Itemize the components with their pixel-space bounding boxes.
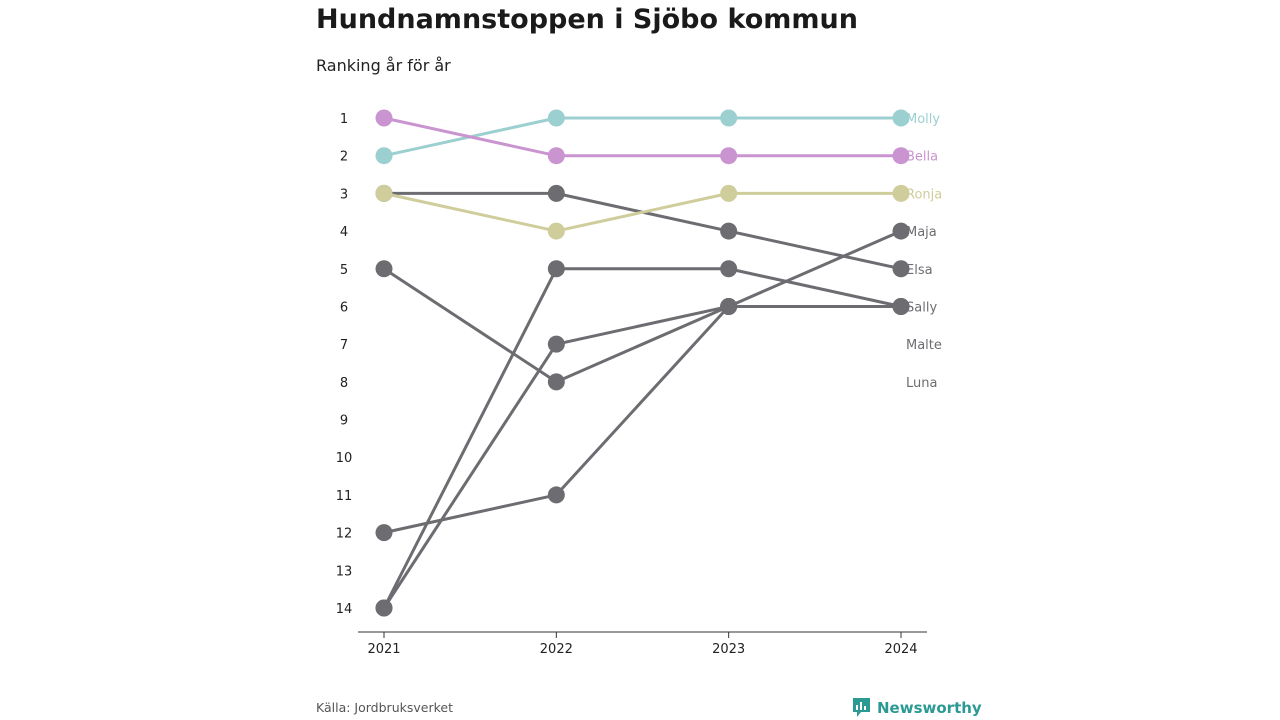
x-tick-label: 2023 <box>712 642 745 657</box>
data-point-molly <box>375 147 393 165</box>
data-point-maja <box>375 524 393 542</box>
end-label-malte: Malte <box>906 338 942 353</box>
chart-title: Hundnamnstoppen i Sjöbo kommun <box>316 4 858 35</box>
data-point-sally <box>720 260 738 278</box>
data-point-bella <box>892 147 910 165</box>
y-tick-label: 11 <box>336 489 353 504</box>
data-point-elsa <box>720 222 738 240</box>
y-tick-label: 7 <box>340 338 348 353</box>
data-point-bella <box>547 147 565 165</box>
y-tick-label: 1 <box>340 112 348 127</box>
newsworthy-logo-icon <box>853 698 870 717</box>
y-tick-label: 5 <box>340 263 348 278</box>
brand-name: Newsworthy <box>877 698 982 717</box>
data-point-maja <box>547 486 565 504</box>
data-point-elsa <box>547 184 565 202</box>
y-tick-label: 6 <box>340 300 348 315</box>
data-point-malte <box>375 599 393 617</box>
source-note: Källa: Jordbruksverket <box>316 700 453 715</box>
data-point-ronja <box>547 222 565 240</box>
series-line-luna <box>383 267 901 384</box>
data-point-sally <box>547 260 565 278</box>
y-tick-label: 4 <box>340 225 348 240</box>
end-label-ronja: Ronja <box>906 187 942 202</box>
y-tick-label: 14 <box>336 602 353 617</box>
end-label-bella: Bella <box>906 150 938 165</box>
data-point-maja <box>892 222 910 240</box>
y-tick-label: 8 <box>340 376 348 391</box>
series-lines <box>382 116 902 609</box>
data-point-elsa <box>892 260 910 278</box>
y-tick-label: 12 <box>336 527 353 542</box>
y-tick-label: 10 <box>336 451 353 466</box>
data-point-luna <box>892 297 910 315</box>
data-point-bella <box>720 147 738 165</box>
x-tick-label: 2024 <box>884 642 917 657</box>
x-tick-label: 2021 <box>367 642 400 657</box>
end-label-molly: Molly <box>906 112 940 127</box>
x-tick-label: 2022 <box>540 642 573 657</box>
data-point-molly <box>720 109 738 127</box>
data-point-ronja <box>720 184 738 202</box>
series-line-maja <box>383 229 902 535</box>
data-point-bella <box>375 109 393 127</box>
end-label-luna: Luna <box>906 376 937 391</box>
y-tick-label: 13 <box>336 564 353 579</box>
series-line-sally <box>382 267 902 609</box>
series-points <box>375 109 910 617</box>
data-point-luna <box>375 260 393 278</box>
data-point-ronja <box>892 184 910 202</box>
data-point-ronja <box>375 184 393 202</box>
x-axis: 2021 2022 2023 2024 <box>358 631 927 657</box>
end-label-elsa: Elsa <box>906 263 933 278</box>
series-line-ronja <box>383 191 901 233</box>
data-point-luna <box>547 373 565 391</box>
y-tick-label: 3 <box>340 187 348 202</box>
series-line-bella <box>383 116 901 158</box>
data-point-molly <box>547 109 565 127</box>
data-point-malte <box>547 335 565 353</box>
end-label-sally: Sally <box>906 300 937 315</box>
end-labels: Molly Bella Ronja Maja Elsa Sally Malte Luna <box>906 112 942 391</box>
data-point-luna <box>720 297 738 315</box>
y-tick-label: 9 <box>340 414 348 429</box>
series-line-molly <box>383 116 901 158</box>
series-line-elsa <box>384 191 902 271</box>
data-point-molly <box>892 109 910 127</box>
y-tick-label: 2 <box>340 150 348 165</box>
chart-subtitle: Ranking år för år <box>316 56 451 75</box>
end-label-maja: Maja <box>906 225 937 240</box>
brand-logo: Newsworthy <box>852 697 982 718</box>
